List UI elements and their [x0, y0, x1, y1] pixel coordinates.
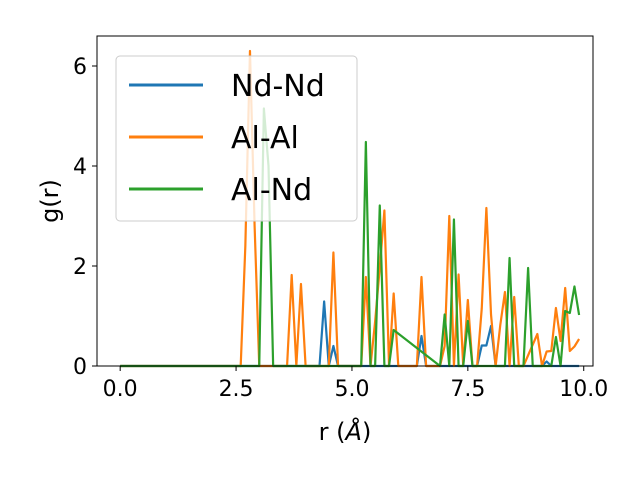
legend-label-al-al: Al-Al [231, 121, 299, 156]
y-axis-ticks: 0 2 4 6 [73, 55, 97, 380]
y-tick-label: 6 [73, 55, 87, 80]
x-tick-label: 0.0 [103, 377, 138, 402]
series-line-al-al [120, 49, 581, 368]
x-tick-label: 2.5 [219, 377, 254, 402]
plot-frame [96, 35, 594, 367]
x-axis-label: r (Å) [319, 417, 372, 446]
x-tick-label: 10.0 [559, 377, 608, 402]
y-tick-label: 2 [73, 255, 87, 280]
y-axis-label: g(r) [36, 179, 64, 223]
x-axis-ticks: 0.0 2.5 5.0 7.5 10.0 [103, 366, 608, 402]
legend-label-nd-nd: Nd-Nd [231, 69, 325, 104]
y-tick-label: 4 [73, 155, 87, 180]
legend-label-al-nd: Al-Nd [231, 173, 312, 208]
series-line-al-nd [120, 107, 581, 368]
x-tick-label: 5.0 [334, 377, 369, 402]
y-tick-label: 0 [73, 355, 87, 380]
legend: Nd-Nd Al-Al Al-Nd [115, 55, 358, 222]
x-tick-label: 7.5 [450, 377, 485, 402]
legend-box [115, 55, 358, 222]
